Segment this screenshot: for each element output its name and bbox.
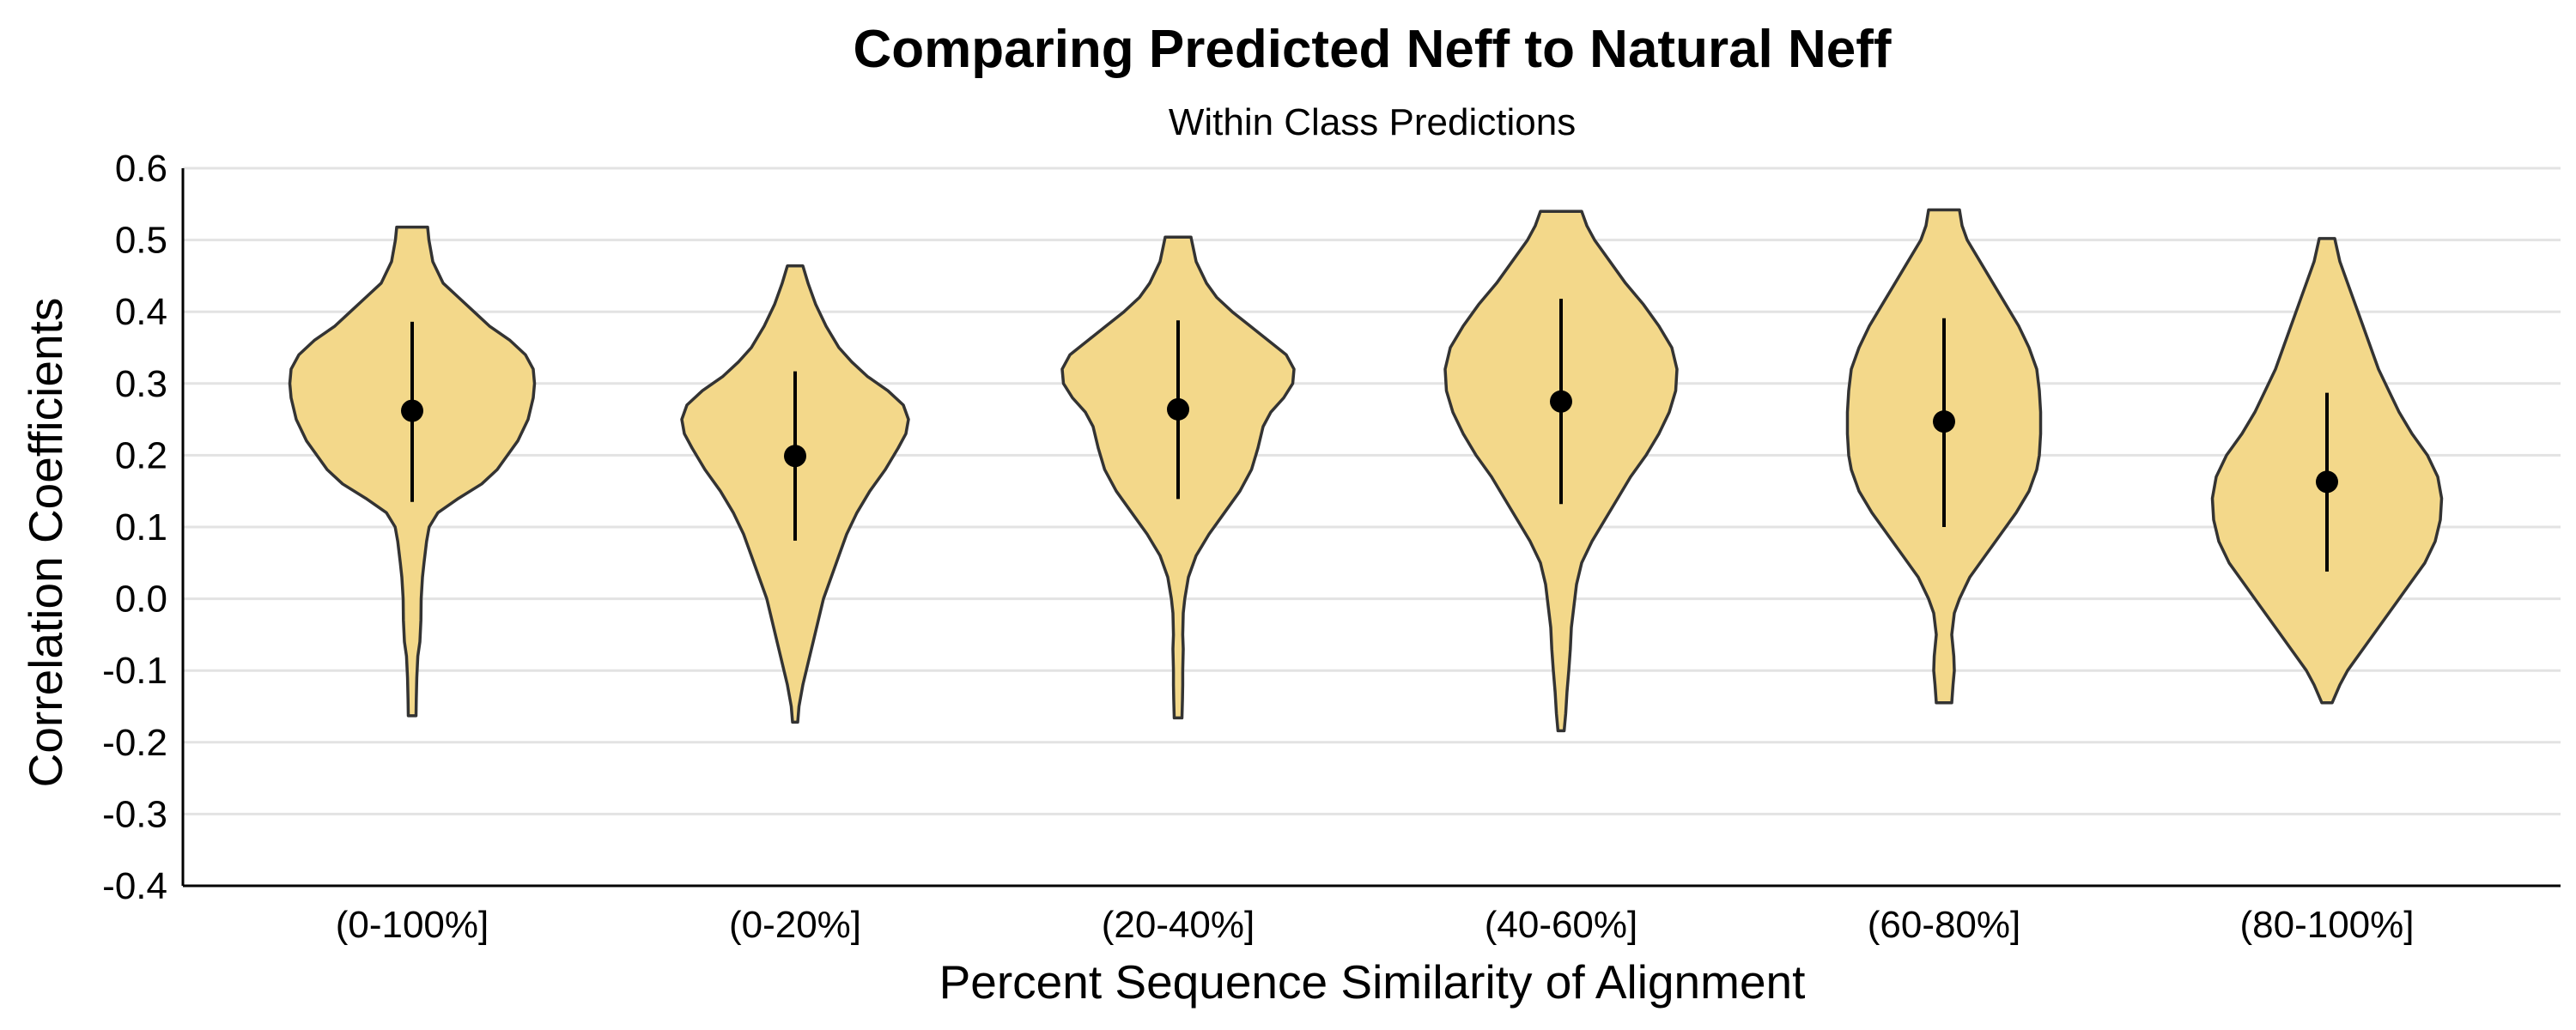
median-point: [1167, 397, 1189, 421]
median-point: [2316, 470, 2338, 494]
tick-labels: -0.4 -0.3 -0.2 -0.1 0.0 0.1 0.2 0.3 0.4 0.5 0.6 (0-…: [102, 148, 2414, 946]
y-tick-label: -0.1: [102, 650, 167, 692]
violin-group: [680, 264, 910, 724]
y-tick-label: 0.3: [115, 363, 167, 405]
violins: [288, 208, 2444, 733]
median-point: [1550, 390, 1572, 413]
violin-group: [2210, 237, 2444, 705]
y-axis-title: Correlation Coefficients: [19, 298, 72, 788]
y-tick-label: 0.1: [115, 506, 167, 548]
x-axis-title: Percent Sequence Similarity of Alignment: [939, 955, 1806, 1009]
y-tick-label: -0.4: [102, 865, 167, 907]
y-tick-label: 0.4: [115, 291, 167, 333]
chart-title: Comparing Predicted Neff to Natural Neff: [853, 20, 1891, 79]
y-tick-label: 0.2: [115, 434, 167, 476]
y-tick-label: 0.6: [115, 148, 167, 190]
y-tick-label: -0.2: [102, 722, 167, 764]
x-tick-label: (60-80%]: [1868, 904, 2021, 946]
y-tick-label: 0.5: [115, 220, 167, 262]
violin-group: [1845, 208, 2043, 705]
y-tick-label: -0.3: [102, 793, 167, 835]
y-tick-label: 0.0: [115, 579, 167, 621]
violin-group: [288, 225, 537, 718]
x-tick-label: (40-60%]: [1485, 904, 1638, 946]
median-point: [1933, 410, 1955, 433]
x-tick-label: (20-40%]: [1102, 904, 1255, 946]
x-tick-label: (80-100%]: [2239, 904, 2414, 946]
median-point: [784, 445, 806, 468]
x-tick-label: (0-100%]: [336, 904, 489, 946]
x-tick-label: (0-20%]: [729, 904, 861, 946]
median-point: [401, 399, 423, 422]
chart-subtitle: Within Class Predictions: [1169, 101, 1576, 143]
violin-group: [1060, 235, 1296, 720]
violin-group: [1443, 209, 1679, 733]
axes: [181, 168, 2561, 888]
gridlines: [183, 167, 2561, 815]
